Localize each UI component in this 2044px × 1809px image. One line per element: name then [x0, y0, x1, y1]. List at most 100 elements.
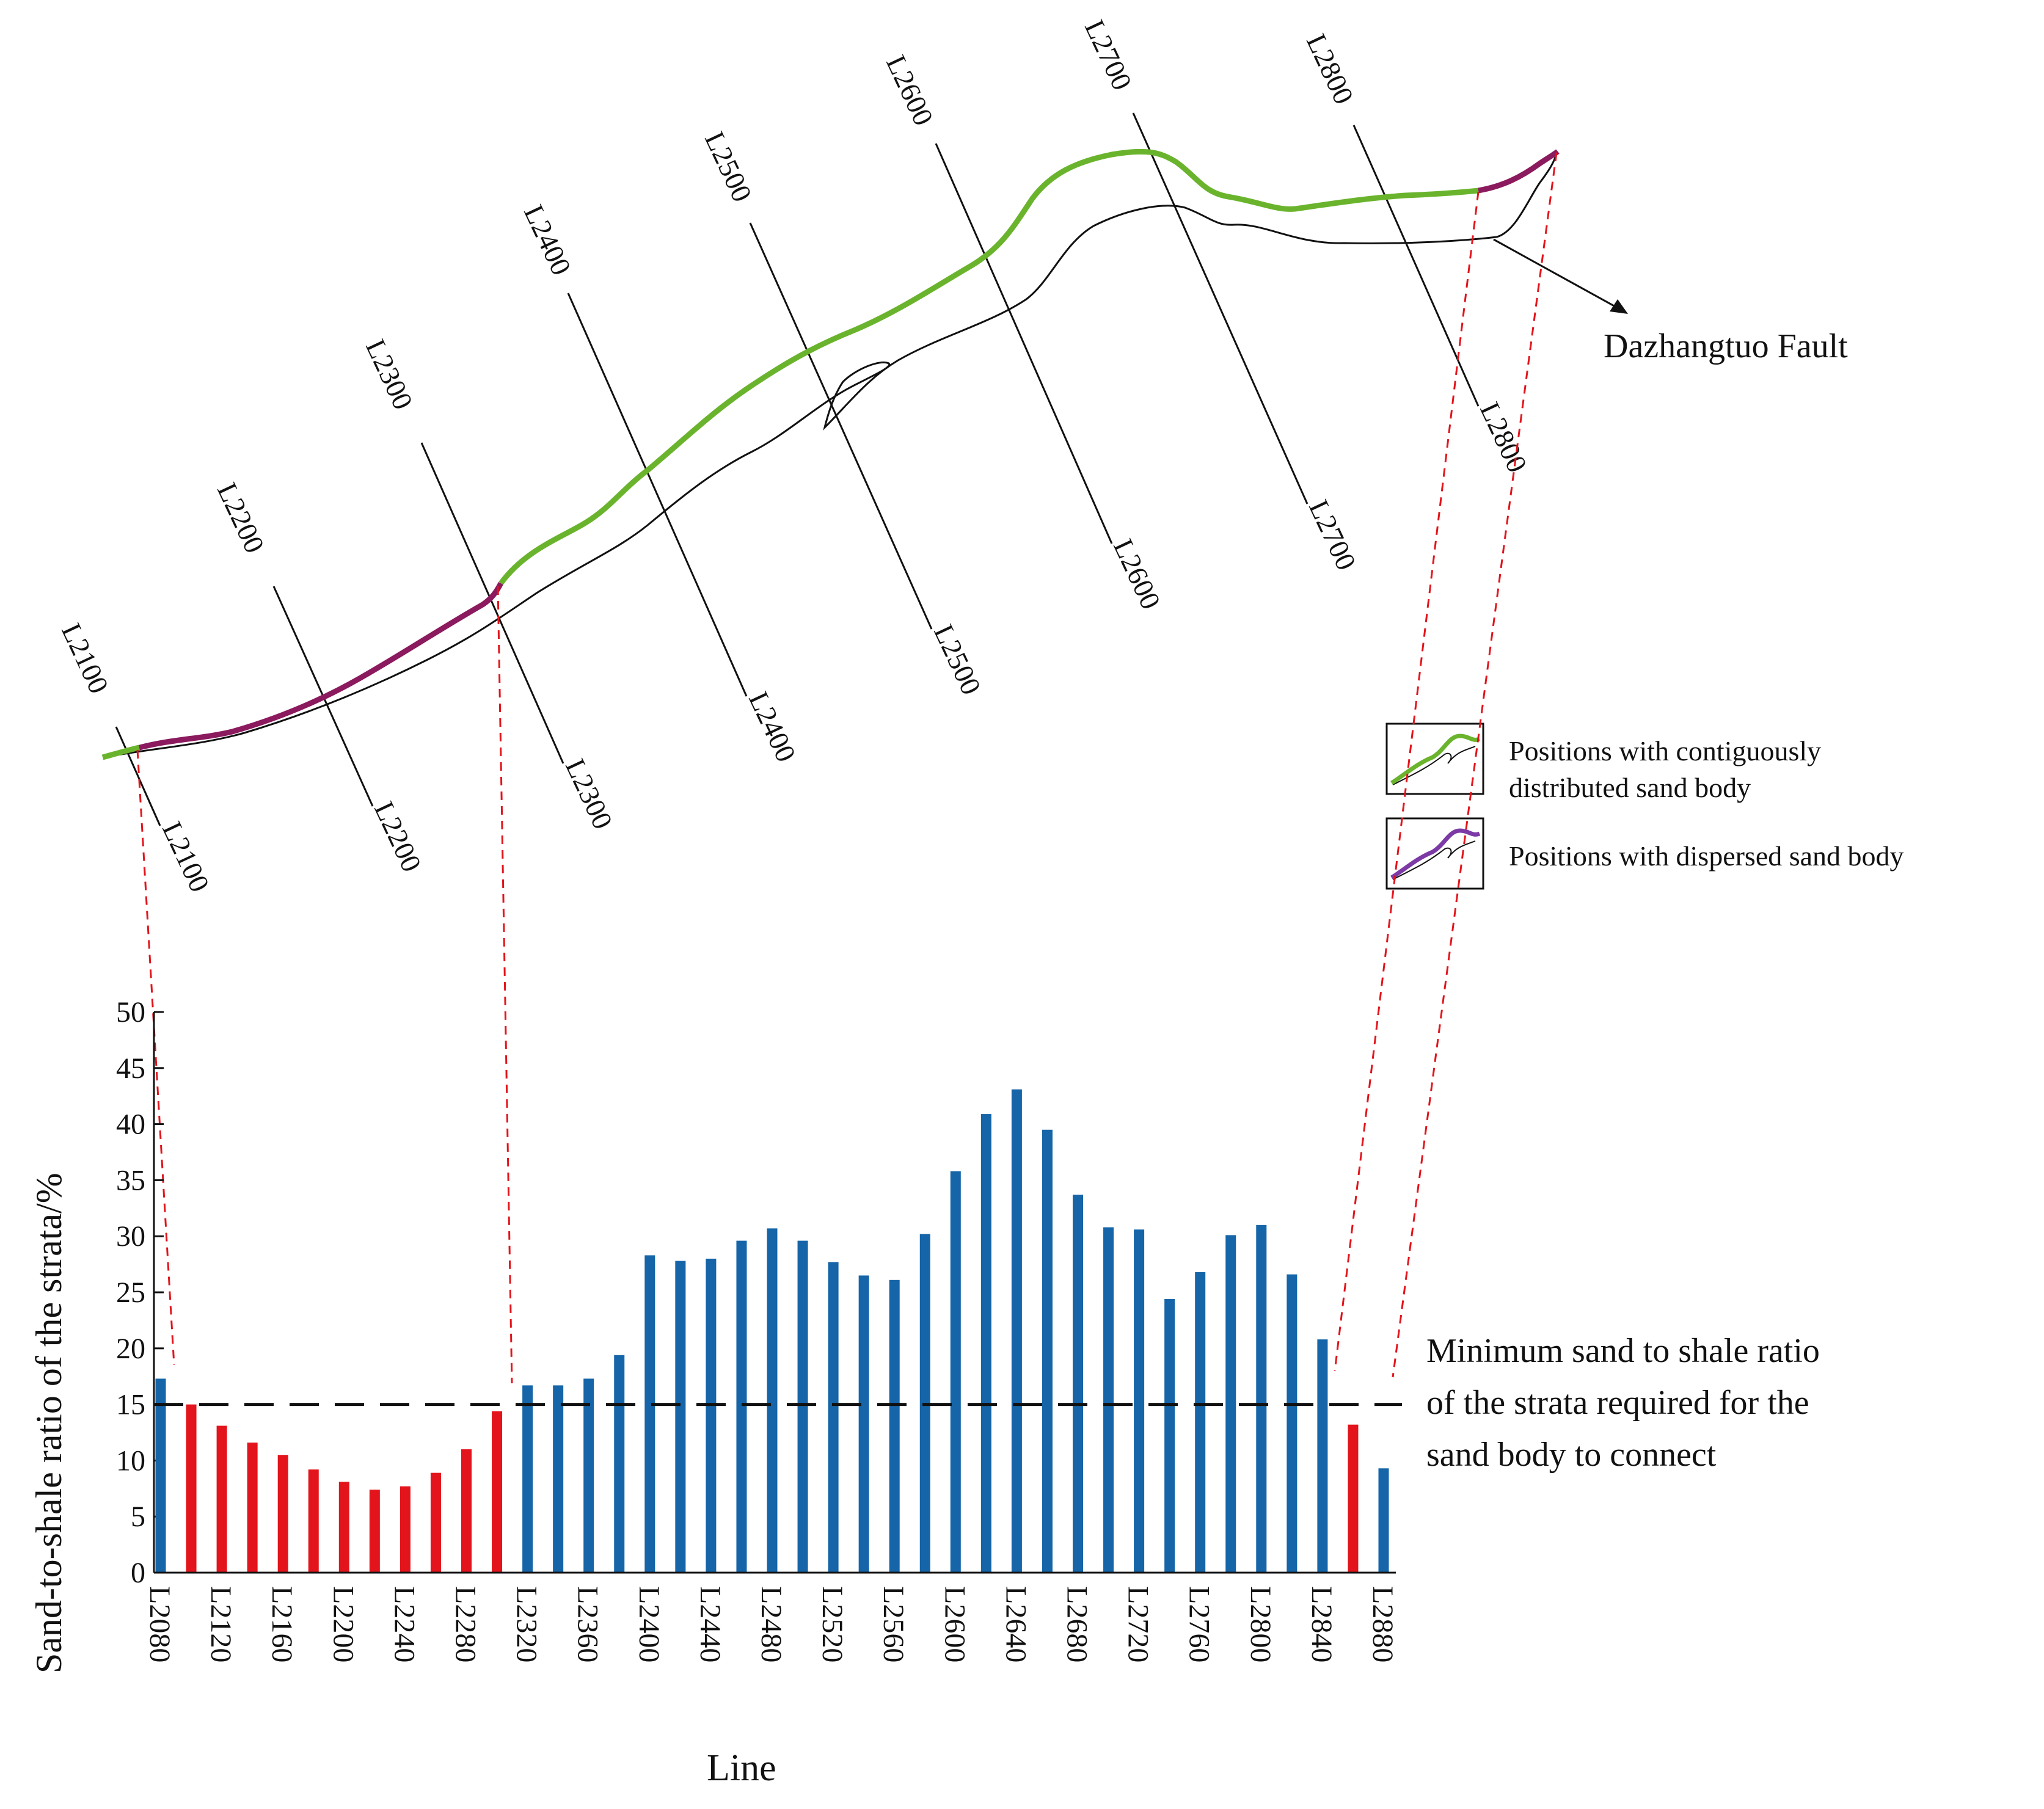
bar-l2700 [1103, 1227, 1114, 1573]
bar-l2340 [553, 1385, 564, 1573]
bar-l2200 [338, 1482, 349, 1573]
survey-line-l2600 [935, 143, 1113, 544]
survey-label-l2800-top: L2800 [1301, 29, 1360, 109]
bar-l2300 [492, 1411, 503, 1573]
survey-line-l2100 [115, 726, 161, 826]
threshold-label-line1: Minimum sand to shale ratio [1426, 1332, 1820, 1370]
x-tick-label: L2440 [694, 1586, 726, 1662]
threshold-label-line3: sand body to connect [1426, 1436, 1717, 1474]
bar-l2240 [400, 1486, 411, 1573]
fault-pointer-arrowhead [1610, 299, 1628, 314]
y-tick-label: 25 [116, 1276, 145, 1309]
bar-l2500 [797, 1240, 808, 1573]
survey-label-l2200-bottom: L2200 [368, 797, 428, 876]
legend-swatch-contiguous-thin [1392, 746, 1476, 785]
y-tick-label: 0 [131, 1557, 145, 1589]
bar-l2480 [767, 1228, 778, 1573]
x-tick-label: L2480 [755, 1586, 787, 1662]
y-tick-label: 30 [116, 1220, 145, 1253]
x-tick-label: L2560 [877, 1586, 910, 1662]
bar-l2600 [950, 1171, 961, 1573]
legend-swatch-dispersed [1385, 817, 1484, 890]
survey-label-l2100-bottom: L2100 [156, 817, 216, 897]
survey-label-l2700-top: L2700 [1079, 15, 1138, 95]
survey-label-l2400-bottom: L2400 [743, 687, 802, 766]
survey-line-l2300 [420, 442, 564, 764]
survey-line-l2800 [1352, 125, 1480, 407]
y-tick-label: 50 [116, 996, 145, 1028]
bar-l2120 [216, 1425, 227, 1573]
legend-label-dispersed: Positions with dispersed sand body [1509, 840, 1904, 872]
x-tick-label: L2360 [572, 1586, 604, 1662]
x-tick-label: L2120 [205, 1586, 237, 1662]
map-to-chart-connectors [136, 152, 1558, 1384]
bar-l2380 [614, 1355, 625, 1573]
survey-label-l2800-bottom: L2800 [1474, 398, 1533, 477]
survey-line-l2400 [567, 293, 748, 697]
legend-label-contiguous-line1: Positions with contiguously [1509, 735, 1821, 766]
fault-pointer [1493, 238, 1622, 311]
bar-l2780 [1225, 1235, 1236, 1573]
connector-east-right [1392, 152, 1558, 1378]
bar-l2880 [1378, 1468, 1389, 1573]
bar-l2260 [430, 1472, 441, 1573]
y-tick-label: 10 [116, 1444, 145, 1477]
survey-label-l2100-top: L2100 [56, 619, 115, 698]
legend-swatch-contiguous-band [1390, 733, 1481, 785]
fault-trace [103, 152, 1558, 759]
bar-l2360 [583, 1378, 594, 1573]
bar-l2740 [1164, 1299, 1175, 1573]
x-tick-label: L2280 [450, 1586, 482, 1662]
survey-label-l2600-top: L2600 [880, 51, 940, 130]
x-tick-label: L2800 [1244, 1586, 1277, 1662]
legend-swatch-dispersed-band [1390, 828, 1481, 879]
sand-band-dispersed-west [136, 581, 503, 751]
x-tick-label: L2720 [1122, 1586, 1155, 1662]
bar-l2180 [308, 1469, 319, 1573]
x-tick-label: L2320 [511, 1586, 543, 1662]
bar-l2660 [1042, 1129, 1053, 1573]
bar-chart: 0 5 10 15 20 25 30 35 40 45 50 L2080 L2120 L2160 L220… [29, 996, 1820, 1789]
bar-l2100 [186, 1404, 197, 1573]
bar-l2820 [1287, 1274, 1298, 1573]
bar-l2280 [461, 1449, 472, 1573]
bar-l2840 [1317, 1339, 1328, 1573]
bar-l2760 [1195, 1272, 1206, 1573]
bar-l2140 [247, 1443, 258, 1573]
survey-line-l2700 [1132, 112, 1309, 504]
bar-l2800 [1256, 1225, 1267, 1573]
bar-l2440 [706, 1258, 717, 1573]
legend-swatch-contiguous [1385, 723, 1484, 795]
survey-label-l2500-bottom: L2500 [928, 620, 987, 699]
survey-label-l2400-top: L2400 [518, 200, 577, 280]
connector-l2100 [136, 749, 175, 1366]
y-tick-label: 15 [116, 1389, 145, 1421]
survey-label-l2500-top: L2500 [699, 127, 758, 206]
bars [155, 1089, 1389, 1573]
fault-label: Dazhangtuo Fault [1604, 327, 1848, 365]
survey-label-l2200-top: L2200 [211, 478, 271, 558]
bar-l2460 [736, 1240, 747, 1573]
legend: Positions with contiguously distributed … [1385, 723, 1904, 890]
bar-l2320 [522, 1385, 533, 1573]
y-tick-label: 45 [116, 1052, 145, 1085]
sand-band-contiguous-west [101, 744, 140, 760]
x-tick-label: L2680 [1061, 1586, 1093, 1662]
bar-l2560 [889, 1279, 900, 1573]
survey-label-l2300-bottom: L2300 [560, 754, 619, 834]
x-tick-label: L2520 [816, 1586, 849, 1662]
bar-l2420 [675, 1261, 686, 1573]
x-tick-label: L2640 [999, 1586, 1032, 1662]
bar-l2400 [644, 1255, 655, 1573]
x-tick-label: L2760 [1183, 1586, 1216, 1662]
x-tick-label: L2240 [388, 1586, 420, 1662]
threshold-label-line2: of the strata required for the [1426, 1384, 1809, 1422]
survey-label-l2700-bottom: L2700 [1303, 495, 1362, 575]
bar-l2860 [1348, 1424, 1359, 1573]
y-tick-label: 35 [116, 1164, 145, 1196]
x-tick-label: L2840 [1305, 1586, 1338, 1662]
legend-swatch-dispersed-thin [1392, 840, 1476, 880]
y-axis-title: Sand-to-shale ratio of the strata/% [29, 1173, 69, 1673]
x-tick-label: L2400 [633, 1586, 665, 1662]
